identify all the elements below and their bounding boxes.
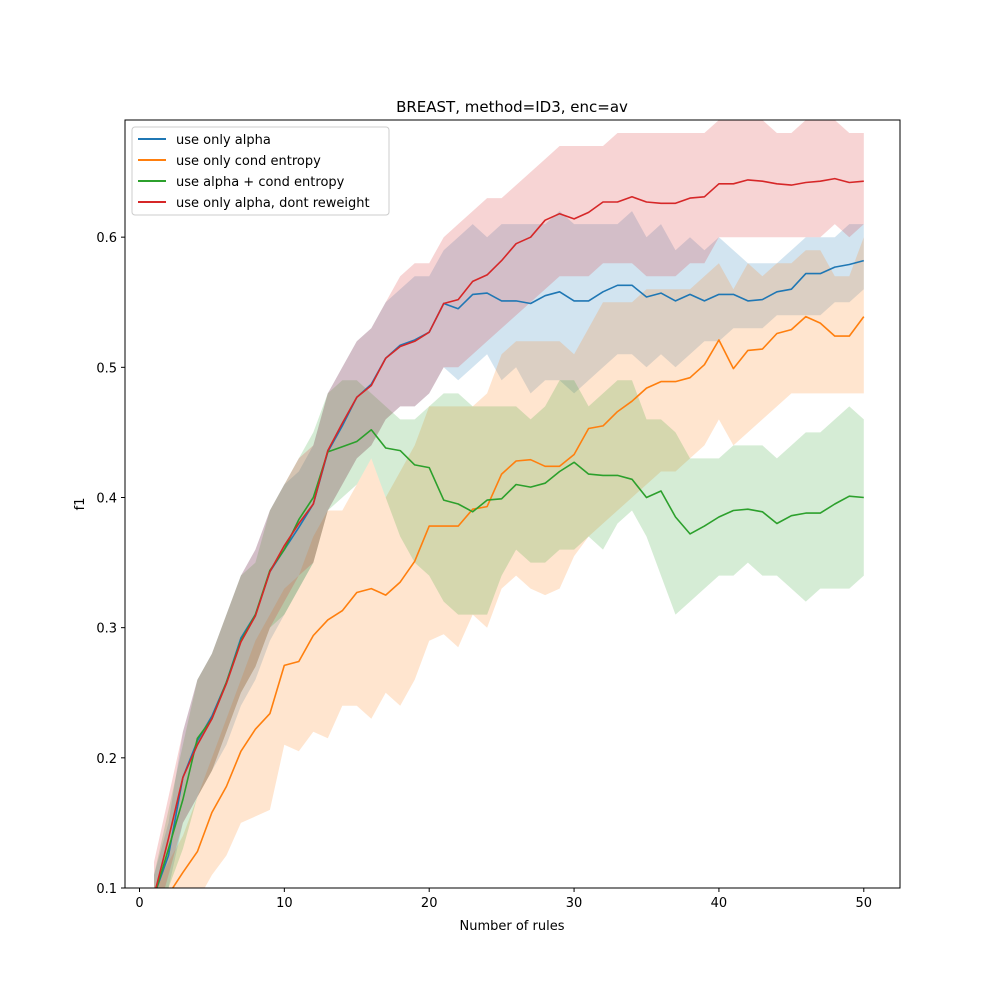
x-tick-label: 40 bbox=[711, 896, 728, 911]
legend-label: use only alpha bbox=[176, 133, 271, 148]
lines-layer bbox=[155, 177, 865, 888]
legend: use only alpha use only cond entropy use a… bbox=[131, 126, 390, 216]
plot-frame bbox=[124, 119, 901, 889]
x-axis-label: Number of rules bbox=[460, 919, 565, 934]
x-tick-label: 20 bbox=[421, 896, 438, 911]
legend-box bbox=[131, 126, 390, 216]
y-tick-label: 0.4 bbox=[96, 491, 117, 506]
series-3-band bbox=[154, 380, 864, 888]
x-axis: 0 10 20 30 40 50 bbox=[135, 888, 872, 911]
x-tick-label: 10 bbox=[276, 896, 293, 911]
y-tick-label: 0.6 bbox=[96, 231, 117, 246]
series-4-band bbox=[154, 120, 864, 888]
chart-title: BREAST, method=ID3, enc=av bbox=[396, 98, 628, 116]
series-2-line bbox=[171, 315, 865, 888]
y-tick-label: 0.3 bbox=[96, 622, 117, 637]
bands-layer bbox=[154, 120, 864, 888]
y-tick-label: 0.5 bbox=[96, 361, 117, 376]
legend-label: use only alpha, dont reweight bbox=[176, 196, 370, 211]
y-tick-label: 0.1 bbox=[96, 882, 117, 897]
series-1-band bbox=[154, 211, 864, 888]
series-2-band bbox=[154, 237, 864, 888]
y-tick-label: 0.2 bbox=[96, 752, 117, 767]
x-tick-label: 30 bbox=[566, 896, 583, 911]
legend-label: use alpha + cond entropy bbox=[176, 175, 345, 190]
y-axis-label: f1 bbox=[73, 498, 88, 511]
series-4-line bbox=[155, 177, 864, 888]
x-tick-label: 0 bbox=[135, 896, 143, 911]
y-axis: 0.1 0.2 0.3 0.4 0.5 0.6 bbox=[96, 231, 125, 897]
x-tick-label: 50 bbox=[856, 896, 873, 911]
legend-label: use only cond entropy bbox=[176, 154, 321, 169]
